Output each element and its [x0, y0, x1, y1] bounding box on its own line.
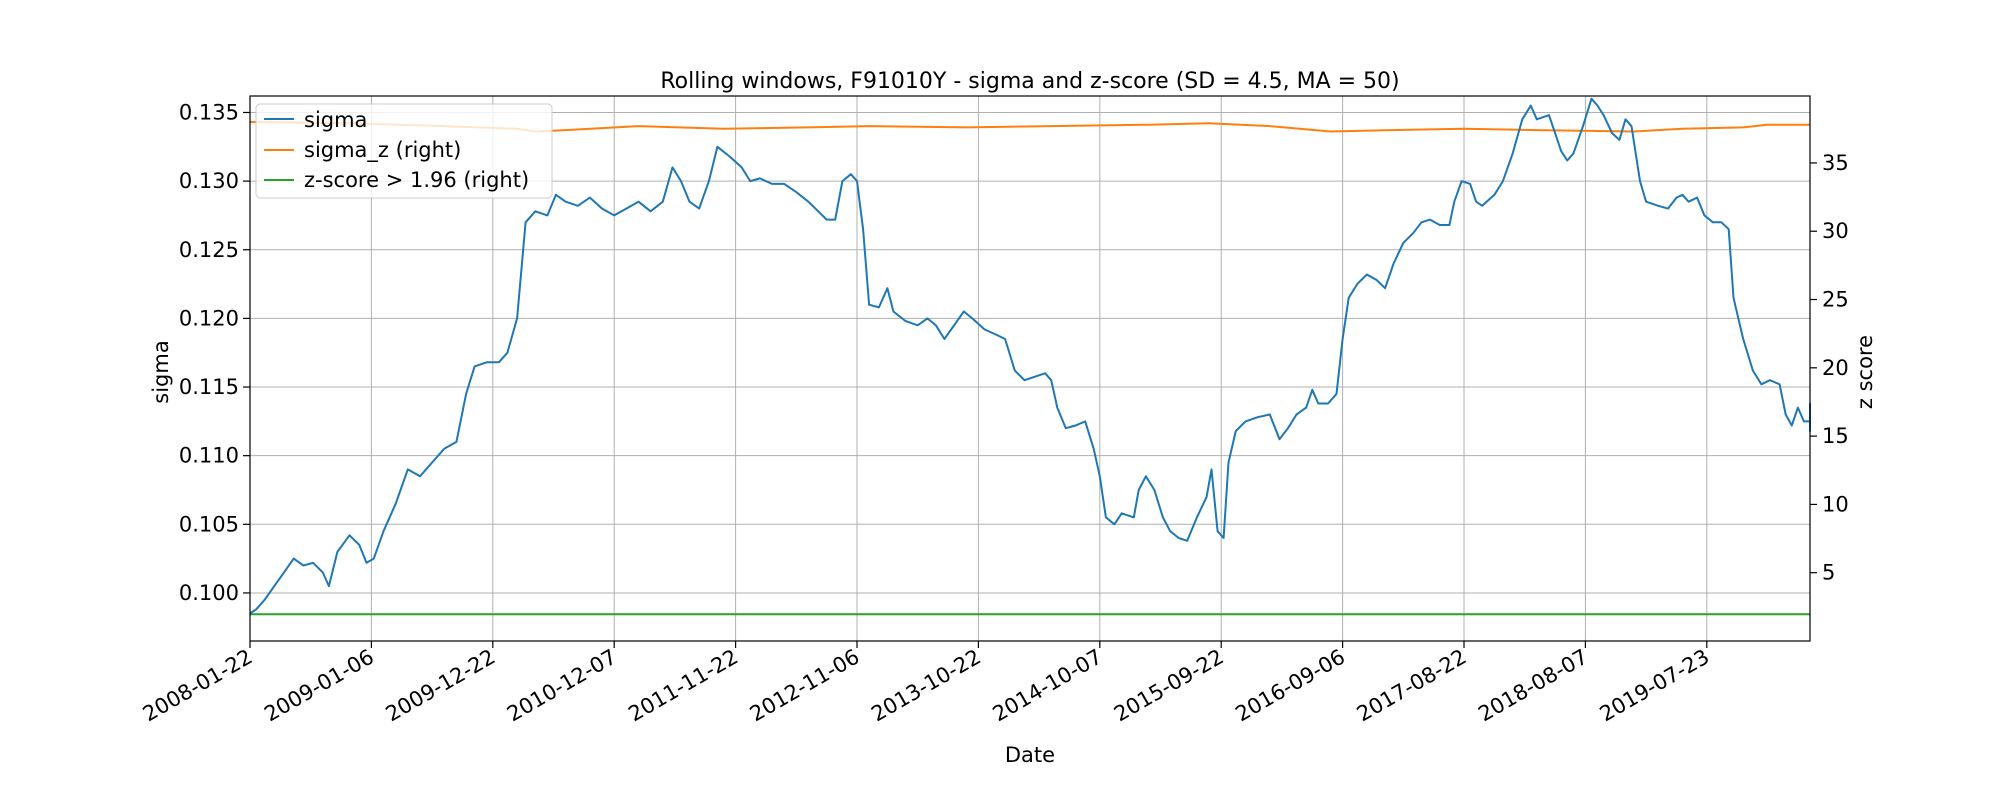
y-left-tick-label: 0.100	[179, 581, 239, 605]
y-left-tick-label: 0.120	[179, 306, 239, 330]
chart-title: Rolling windows, F91010Y - sigma and z-s…	[660, 69, 1399, 94]
y-left-tick-label: 0.105	[179, 512, 239, 536]
y-right-tick-label: 5	[1822, 561, 1835, 585]
legend: sigma sigma_z (right) z-score > 1.96 (ri…	[256, 104, 552, 198]
y-left-tick-label: 0.115	[179, 375, 239, 399]
x-axis-label: Date	[1005, 743, 1055, 767]
legend-label-sigma: sigma	[304, 108, 367, 132]
y-axis-right-label: z score	[1853, 335, 1877, 409]
y-right-tick-label: 20	[1822, 356, 1849, 380]
y-axis-left-label: sigma	[149, 340, 173, 403]
y-right-tick-label: 25	[1822, 288, 1849, 312]
legend-label-z-threshold: z-score > 1.96 (right)	[304, 168, 529, 192]
y-right-tick-label: 15	[1822, 424, 1849, 448]
y-right-tick-label: 30	[1822, 219, 1849, 243]
y-left-tick-label: 0.110	[179, 444, 239, 468]
y-left-tick-label: 0.135	[179, 100, 239, 124]
y-left-tick-label: 0.125	[179, 238, 239, 262]
y-right-tick-label: 10	[1822, 492, 1849, 516]
y-left-tick-label: 0.130	[179, 169, 239, 193]
y-right-tick-label: 35	[1822, 151, 1849, 175]
legend-label-sigma-z: sigma_z (right)	[304, 138, 461, 163]
